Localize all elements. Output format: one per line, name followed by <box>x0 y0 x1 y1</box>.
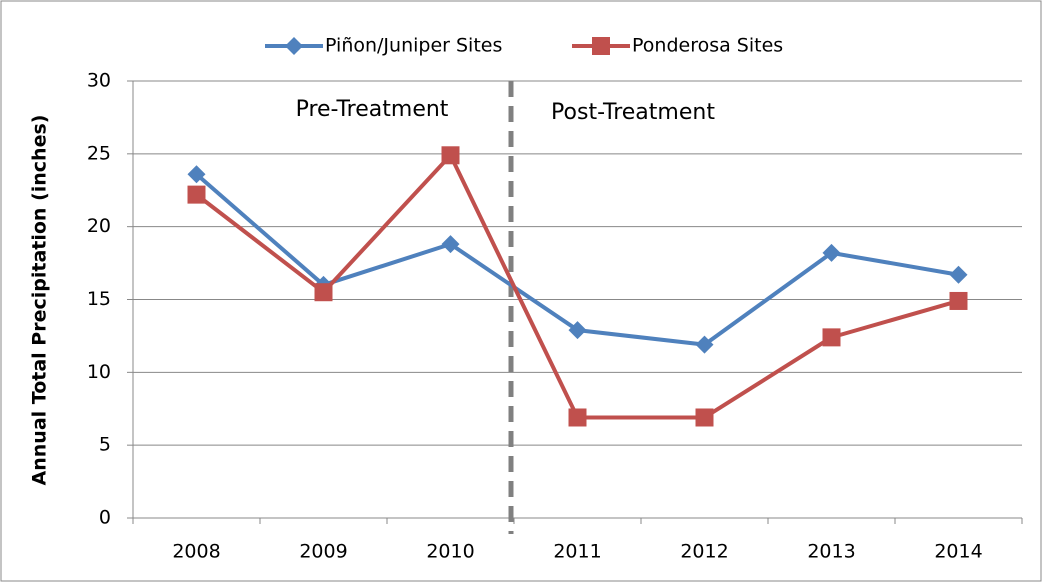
x-tick-label: 2014 <box>934 541 982 563</box>
data-point <box>568 408 587 427</box>
y-tick-label: 25 <box>87 142 111 164</box>
data-point <box>314 283 333 302</box>
y-tick-label: 0 <box>99 507 111 529</box>
y-tick-label: 10 <box>87 361 111 383</box>
x-tick-label: 2008 <box>172 541 220 563</box>
annotation: Pre-Treatment <box>296 97 449 122</box>
y-axis-label: Annual Total Precipitation (inches) <box>29 115 51 486</box>
annotation: Post-Treatment <box>551 100 715 125</box>
legend-marker <box>592 37 610 55</box>
data-point <box>949 265 968 284</box>
y-tick-label: 20 <box>87 215 111 237</box>
y-tick-label: 5 <box>99 434 111 456</box>
data-point <box>695 335 714 354</box>
legend-label: Piñon/Juniper Sites <box>325 35 502 57</box>
data-point <box>441 146 460 165</box>
data-point <box>187 185 206 204</box>
y-tick-label: 15 <box>87 288 111 310</box>
x-tick-label: 2011 <box>553 541 601 563</box>
data-point <box>441 235 460 254</box>
x-tick-label: 2009 <box>299 541 347 563</box>
legend-label: Ponderosa Sites <box>632 35 783 57</box>
data-point <box>695 408 714 427</box>
x-tick-label: 2010 <box>426 541 474 563</box>
data-point <box>949 291 968 310</box>
legend-marker <box>285 37 303 55</box>
data-point <box>568 321 587 340</box>
y-tick-label: 30 <box>87 70 111 92</box>
x-tick-label: 2013 <box>807 541 855 563</box>
x-tick-label: 2012 <box>680 541 728 563</box>
data-point <box>822 243 841 262</box>
data-point <box>187 165 206 184</box>
data-point <box>822 328 841 347</box>
